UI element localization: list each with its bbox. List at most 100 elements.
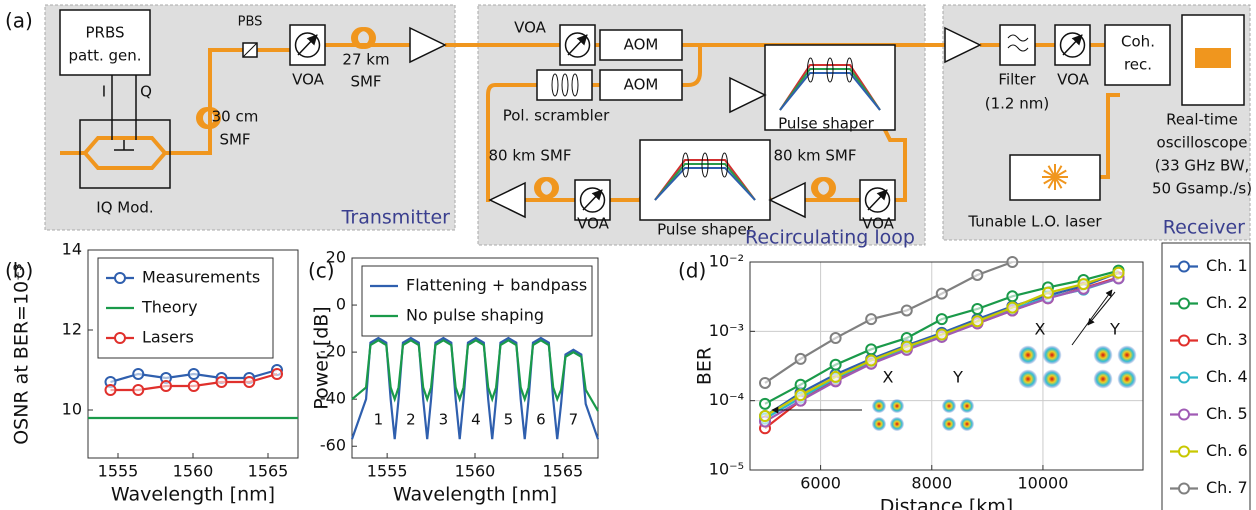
lens [807, 57, 814, 83]
legend-label: Flattening + bandpass [406, 276, 587, 295]
x-tick-label: 1555 [367, 462, 408, 481]
scrambler-box [536, 69, 593, 101]
data-point [829, 332, 842, 345]
label: Real-time [1166, 111, 1238, 129]
channel-label: 5 [504, 411, 514, 429]
y-tick-label: -60 [320, 436, 346, 455]
coh-rec-box [1104, 24, 1171, 86]
laser-burst [1043, 169, 1056, 178]
lens [701, 152, 709, 178]
data-point [215, 376, 228, 388]
constellation-blob [1042, 369, 1062, 389]
constellation-blob [941, 416, 957, 432]
series-line [764, 260, 1013, 384]
voa-dial [294, 32, 321, 58]
lens [826, 57, 834, 83]
x-tick-label: 1560 [455, 462, 496, 481]
y-tick-label: 10⁻⁵ [709, 460, 744, 479]
data-point [900, 304, 913, 317]
label: IQ Mod. [96, 199, 153, 217]
filter-symbol [1007, 34, 1029, 42]
section-label: Recirculating loop [745, 227, 915, 249]
constellation-blob [1093, 345, 1113, 365]
panel-label: (b) [5, 259, 33, 283]
label: I [102, 83, 106, 101]
annotation: X [1035, 320, 1046, 339]
label: PBS [238, 15, 263, 30]
lens [682, 152, 689, 178]
x-tick-label: 1565 [542, 462, 583, 481]
data-point [935, 328, 948, 341]
label: patt. gen. [68, 47, 141, 65]
y-tick-label: 10⁻³ [709, 321, 744, 340]
constellation-blob [1018, 369, 1038, 389]
legend-label: Ch. 5 [1206, 404, 1248, 423]
constellation-blob [889, 416, 905, 432]
voa-arrow [867, 189, 888, 211]
data-point [935, 287, 948, 300]
legend-marker [1178, 334, 1190, 347]
panel-label: (a) [5, 9, 33, 33]
y-axis-label: Power [dB] [311, 306, 333, 409]
legend-label: Ch. 1 [1206, 256, 1248, 275]
amplifier [768, 181, 806, 219]
label: VOA [862, 215, 895, 233]
x-axis-label: Distance [km] [880, 496, 1013, 510]
fiber-coil [354, 27, 376, 49]
data-point [759, 397, 772, 410]
scope-screen [1195, 48, 1231, 68]
lens [846, 57, 853, 83]
laser-burst [1054, 165, 1063, 178]
label: Filter [998, 71, 1036, 89]
data-point [971, 315, 984, 328]
y-axis-label: OSNR at BER=10⁻³ [11, 263, 33, 445]
pbs-split [242, 42, 258, 58]
data-point [243, 376, 256, 388]
legend-label: No pulse shaping [406, 306, 544, 325]
y-tick-label: 20 [326, 248, 346, 267]
data-point [1006, 256, 1019, 268]
data-point [935, 313, 948, 326]
legend-marker [1178, 408, 1190, 421]
legend-marker [1178, 371, 1190, 384]
arrow [1071, 289, 1113, 346]
filter-symbol [1007, 44, 1029, 52]
y-tick-label: 0 [336, 295, 346, 314]
laser-burst [1054, 176, 1067, 185]
constellation-blob [889, 398, 905, 414]
amplifier [488, 181, 526, 219]
label: rec. [1124, 56, 1152, 74]
legend-marker [1178, 297, 1190, 310]
label: 27 km [342, 51, 389, 69]
lens [721, 152, 728, 178]
legend-marker [114, 332, 126, 344]
amplifier [729, 76, 767, 114]
y-tick-label: 10 [62, 400, 82, 419]
amplifier [409, 26, 447, 64]
label: Pulse shaper [657, 221, 754, 239]
y-tick-label: -40 [320, 389, 346, 408]
data-point [971, 302, 984, 315]
label: Tunable L.O. laser [967, 213, 1102, 231]
data-point [160, 380, 172, 392]
plot-frame [87, 249, 299, 459]
aom-box [599, 29, 683, 61]
fiber [1100, 93, 1120, 179]
y-tick-label: -20 [320, 342, 346, 361]
panel-label: (c) [308, 259, 335, 283]
x-tick-label: 8000 [911, 474, 952, 493]
voa-dial [1059, 32, 1086, 58]
plot-frame [749, 261, 1144, 471]
beam [779, 68, 881, 111]
label: 80 km SMF [488, 147, 571, 165]
x-axis-label: Wavelength [nm] [393, 484, 557, 506]
legend-label: Ch. 6 [1206, 441, 1248, 460]
channel-label: 1 [374, 411, 384, 429]
legend-label: Ch. 2 [1206, 293, 1248, 312]
legend-label: Measurements [142, 268, 260, 287]
panel-label: (d) [678, 259, 706, 283]
data-point [1041, 286, 1054, 299]
laser-burst [1054, 176, 1063, 189]
voa-arrow [1062, 34, 1083, 56]
data-point [865, 313, 878, 326]
